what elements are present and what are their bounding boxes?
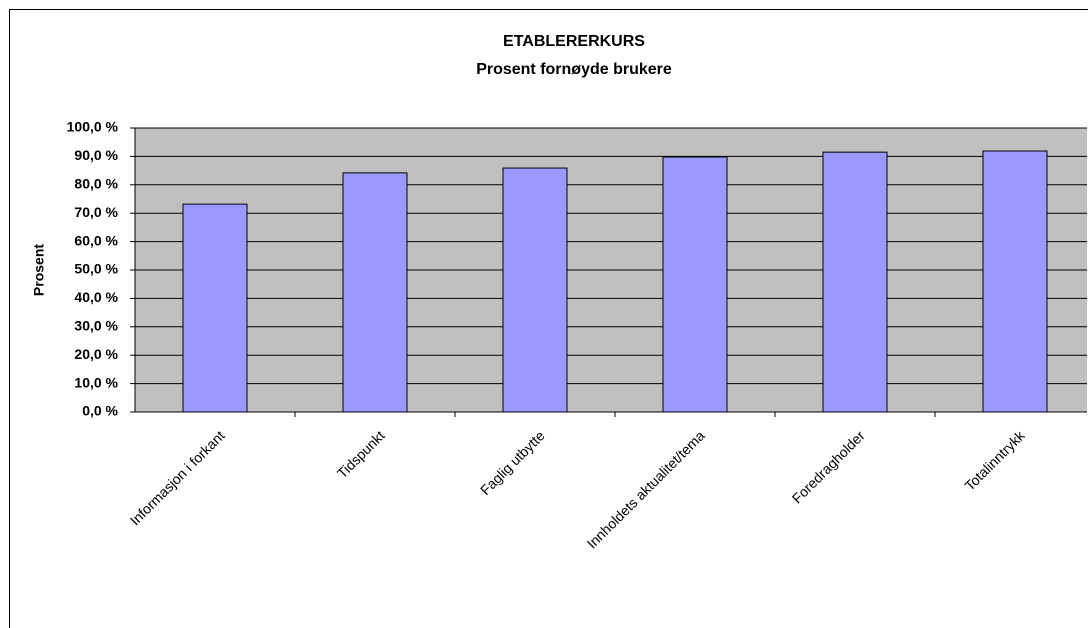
bar — [342, 172, 408, 413]
bar — [502, 167, 568, 413]
y-tick-label: 60,0 % — [74, 232, 118, 248]
bar — [982, 150, 1048, 413]
y-tick-label: 0,0 % — [82, 403, 118, 419]
chart-title: ETABLERERKURS — [503, 33, 645, 50]
bar — [182, 203, 248, 413]
bar — [662, 156, 728, 413]
y-tick-label: 40,0 % — [74, 289, 118, 305]
y-tick-label: 20,0 % — [74, 346, 118, 362]
y-tick-label: 10,0 % — [74, 374, 118, 390]
y-axis-label: Prosent — [31, 244, 47, 296]
y-tick-label: 90,0 % — [74, 147, 118, 163]
y-tick-label: 80,0 % — [74, 176, 118, 192]
chart-subtitle: Prosent fornøyde brukere — [476, 61, 672, 78]
bar — [822, 151, 888, 413]
y-tick-label: 100,0 % — [67, 119, 119, 135]
y-tick-label: 70,0 % — [74, 204, 118, 220]
y-tick-label: 30,0 % — [74, 318, 118, 334]
y-tick-label: 50,0 % — [74, 261, 118, 277]
